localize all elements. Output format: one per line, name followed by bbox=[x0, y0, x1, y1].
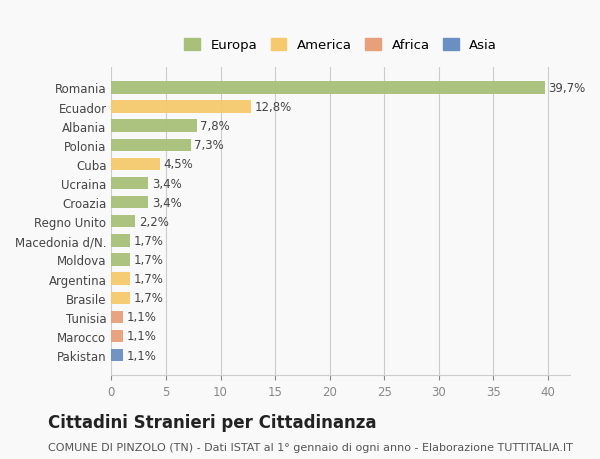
Bar bbox=[112, 120, 197, 133]
Text: 1,1%: 1,1% bbox=[127, 311, 157, 324]
Bar bbox=[112, 216, 136, 228]
Bar bbox=[112, 235, 130, 247]
Bar bbox=[112, 292, 130, 304]
Bar bbox=[112, 101, 251, 113]
Bar bbox=[112, 139, 191, 151]
Text: 39,7%: 39,7% bbox=[548, 82, 586, 95]
Text: 7,3%: 7,3% bbox=[194, 139, 224, 152]
Text: 1,7%: 1,7% bbox=[133, 235, 163, 247]
Text: 2,2%: 2,2% bbox=[139, 215, 169, 228]
Bar bbox=[112, 82, 545, 95]
Text: 1,7%: 1,7% bbox=[133, 273, 163, 285]
Bar bbox=[112, 330, 124, 342]
Bar bbox=[112, 158, 160, 171]
Text: 1,1%: 1,1% bbox=[127, 349, 157, 362]
Bar bbox=[112, 349, 124, 362]
Bar bbox=[112, 178, 148, 190]
Text: 3,4%: 3,4% bbox=[152, 196, 182, 209]
Text: 1,7%: 1,7% bbox=[133, 291, 163, 305]
Text: 1,7%: 1,7% bbox=[133, 253, 163, 266]
Text: COMUNE DI PINZOLO (TN) - Dati ISTAT al 1° gennaio di ogni anno - Elaborazione TU: COMUNE DI PINZOLO (TN) - Dati ISTAT al 1… bbox=[48, 442, 573, 452]
Text: 7,8%: 7,8% bbox=[200, 120, 230, 133]
Text: 12,8%: 12,8% bbox=[254, 101, 292, 114]
Bar bbox=[112, 311, 124, 323]
Bar bbox=[112, 254, 130, 266]
Text: 3,4%: 3,4% bbox=[152, 177, 182, 190]
Text: 1,1%: 1,1% bbox=[127, 330, 157, 343]
Text: 4,5%: 4,5% bbox=[164, 158, 194, 171]
Text: Cittadini Stranieri per Cittadinanza: Cittadini Stranieri per Cittadinanza bbox=[48, 413, 377, 431]
Bar bbox=[112, 196, 148, 209]
Legend: Europa, America, Africa, Asia: Europa, America, Africa, Asia bbox=[180, 35, 501, 56]
Bar bbox=[112, 273, 130, 285]
